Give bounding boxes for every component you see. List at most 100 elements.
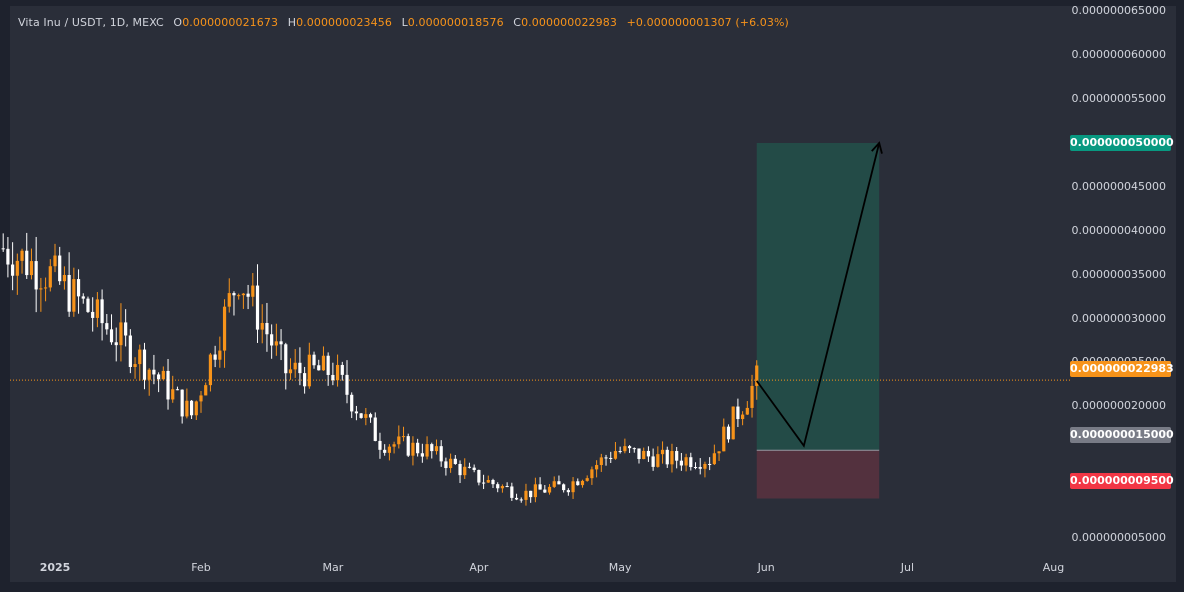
- candle-body: [562, 484, 566, 491]
- high-label: H: [287, 16, 297, 29]
- candle-body: [665, 449, 669, 465]
- candle-body: [505, 486, 509, 488]
- candle-body: [571, 481, 575, 493]
- candle-body: [411, 442, 415, 456]
- candle-body: [604, 457, 608, 459]
- candle-body: [86, 298, 90, 312]
- candle-body: [453, 458, 457, 464]
- candle-body: [477, 470, 481, 483]
- candle-body: [15, 260, 19, 276]
- candle-body: [189, 400, 194, 416]
- candle-body: [675, 451, 679, 461]
- candle-body: [312, 354, 316, 366]
- candle-body: [270, 334, 274, 346]
- candle-body: [274, 341, 278, 346]
- candle-body: [637, 448, 641, 460]
- candle-body: [378, 440, 382, 450]
- candle-body: [109, 329, 114, 343]
- candle-body: [557, 481, 561, 485]
- candle-body: [519, 499, 523, 501]
- candle-body: [689, 457, 693, 468]
- candle-body: [161, 370, 165, 380]
- candle-body: [580, 480, 585, 486]
- candle-body: [1, 248, 5, 250]
- candle-body: [585, 478, 589, 481]
- candle-body: [307, 354, 311, 387]
- candle-body: [340, 364, 344, 375]
- candle-body: [298, 362, 302, 374]
- time-tick-label: Jul: [900, 561, 915, 574]
- candle-body: [698, 467, 702, 469]
- candle-body: [458, 463, 462, 476]
- candle-body: [543, 489, 547, 493]
- candle-body: [463, 466, 467, 476]
- candle-body: [467, 466, 472, 468]
- candle-body: [510, 486, 514, 498]
- candle-body: [406, 436, 410, 456]
- time-tick-label: May: [608, 561, 632, 574]
- chart-plot-area[interactable]: [10, 6, 1176, 582]
- candle-body: [293, 362, 297, 370]
- time-tick-label: Aug: [1042, 561, 1065, 574]
- candle-body: [335, 364, 340, 381]
- candle-body: [755, 365, 759, 386]
- candle-body: [722, 426, 726, 452]
- candle-body: [95, 299, 99, 318]
- candle-body: [251, 285, 255, 297]
- candle-body: [43, 287, 48, 289]
- candle-body: [100, 299, 104, 324]
- candle-body: [105, 323, 109, 330]
- candle-body: [180, 389, 184, 417]
- candle-body: [29, 261, 34, 276]
- candle-body: [449, 458, 453, 469]
- candle-body: [609, 457, 613, 459]
- candle-body: [279, 341, 283, 345]
- candle-body: [114, 342, 118, 346]
- candle-body: [213, 354, 217, 360]
- candle-body: [317, 365, 321, 371]
- candle-body: [321, 355, 326, 371]
- candle-body: [547, 486, 552, 493]
- symbol-label[interactable]: Vita Inu / USDT, 1D, MEXC: [18, 16, 164, 29]
- candle-body: [397, 436, 401, 445]
- candle-body: [430, 444, 434, 452]
- candle-body: [67, 274, 71, 312]
- time-tick-label: Apr: [469, 561, 489, 574]
- candle-body: [20, 250, 24, 261]
- candle-body: [618, 451, 622, 453]
- candle-body: [383, 449, 387, 453]
- candle-body: [237, 295, 241, 297]
- candle-body: [53, 255, 57, 267]
- candle-body: [679, 460, 683, 466]
- ohlc-legend: Vita Inu / USDT, 1D, MEXC O0.00000002167…: [18, 16, 789, 29]
- candle-body: [133, 364, 137, 367]
- candle-body: [726, 426, 731, 440]
- candle-body: [613, 451, 618, 459]
- price-tick-label: 0.000000030000: [1071, 311, 1166, 325]
- time-tick-label: 2025: [39, 561, 71, 574]
- candle-body: [11, 264, 15, 276]
- candle-body: [354, 411, 359, 414]
- price-tick-label: 0.000000060000: [1071, 48, 1166, 62]
- candle-body: [660, 449, 665, 455]
- candle-body: [373, 417, 377, 441]
- candle-body: [745, 407, 749, 415]
- candle-body: [48, 266, 52, 288]
- candle-body: [364, 414, 368, 418]
- candle-body: [25, 250, 29, 276]
- candle-body: [712, 453, 716, 465]
- last-price-badge: 0.000000022983: [1070, 361, 1174, 377]
- candle-body: [741, 414, 745, 420]
- candle-body: [533, 484, 537, 498]
- candle-body: [222, 306, 227, 351]
- candle-body: [62, 274, 67, 282]
- candle-body: [119, 322, 123, 346]
- candle-body: [595, 465, 599, 470]
- candle-body: [439, 446, 443, 462]
- candle-body: [284, 344, 288, 374]
- candle-body: [420, 453, 424, 457]
- time-tick-label: Feb: [191, 561, 211, 574]
- candle-body: [345, 374, 349, 395]
